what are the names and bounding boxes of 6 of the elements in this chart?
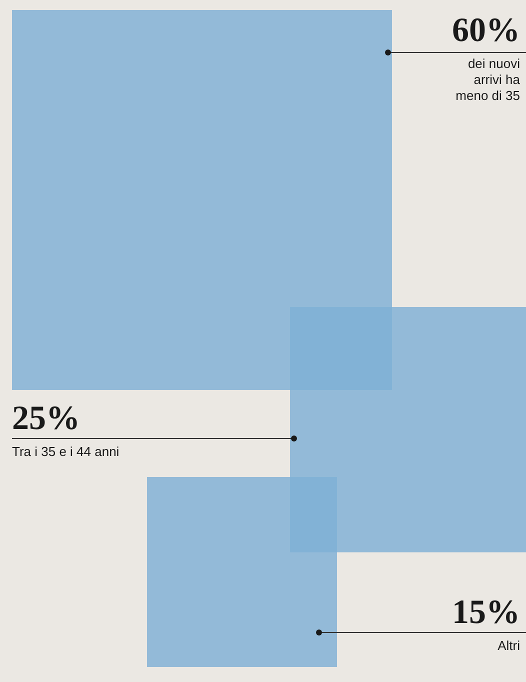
- category-label: Altri: [496, 638, 520, 654]
- category-label: dei nuovi arrivi ha meno di 35: [454, 56, 520, 104]
- category-label: Tra i 35 e i 44 anni: [12, 444, 120, 460]
- data-label: 60%: [451, 12, 520, 49]
- data-label: 25%: [12, 400, 81, 437]
- data-label: 15%: [451, 594, 520, 631]
